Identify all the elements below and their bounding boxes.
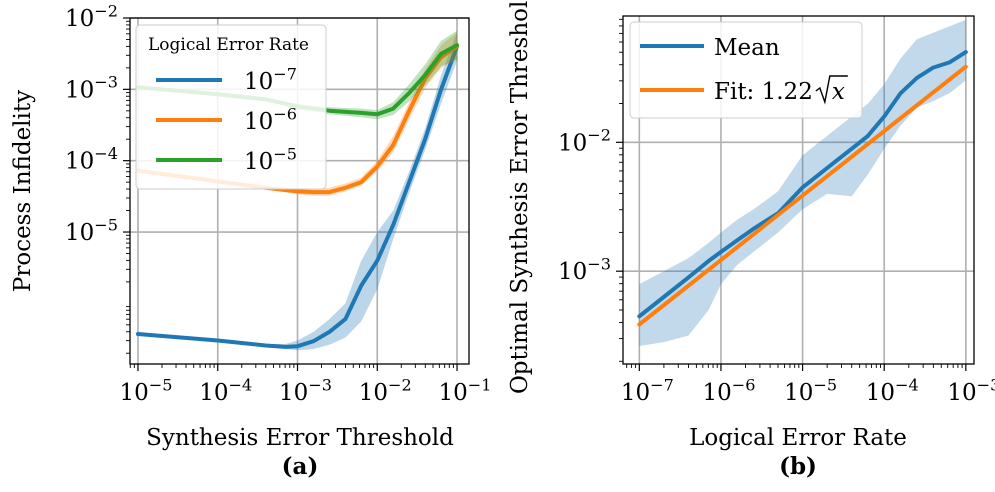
x-tick-label-exp: −5 <box>813 375 837 394</box>
legend-label-base: 10 <box>244 69 273 95</box>
legend-math: x <box>832 79 845 105</box>
y-tick-label-exp: −5 <box>94 215 118 234</box>
y-tick-label-base: 10 <box>558 259 587 285</box>
legend-box-a <box>135 24 327 190</box>
x-axis-label-a: Synthesis Error Threshold <box>146 425 454 451</box>
x-tick-label: 10−5 <box>119 375 172 406</box>
x-tick-label-base: 10 <box>359 380 388 406</box>
y-tick-label-exp: −2 <box>587 126 611 145</box>
series-line-Fit <box>637 64 968 327</box>
series-line-1e-7 <box>136 44 459 349</box>
y-axis-label-a: Process Infidelity <box>10 90 36 292</box>
legend-label-exp: −7 <box>273 64 297 83</box>
legend-label: Mean <box>714 35 780 61</box>
legend-label-exp: −5 <box>273 144 297 163</box>
legend-label: 10−5 <box>244 144 297 175</box>
x-tick-label-base: 10 <box>199 380 228 406</box>
x-tick-label-base: 10 <box>702 380 731 406</box>
ticks-b: 10−710−610−510−410−310−310−2 <box>558 18 995 406</box>
x-tick-label-exp: −1 <box>468 375 492 394</box>
x-tick-label-base: 10 <box>947 380 976 406</box>
x-tick-label-exp: −3 <box>308 375 332 394</box>
panel-label-b: (b) <box>779 453 817 480</box>
y-tick-label-exp: −2 <box>94 1 118 20</box>
x-tick-label: 10−5 <box>784 375 837 406</box>
x-tick-label-base: 10 <box>439 380 468 406</box>
series-line-Mean <box>637 50 968 319</box>
x-tick-label-exp: −4 <box>895 375 919 394</box>
legend-label: Fit: 1.22 <box>714 79 813 105</box>
legend-label-base: 10 <box>244 109 273 135</box>
y-tick-label-base: 10 <box>558 130 587 156</box>
x-tick-label: 10−1 <box>439 375 492 406</box>
x-tick-label: 10−3 <box>279 375 332 406</box>
y-tick-label-exp: −3 <box>587 255 611 274</box>
y-tick-label: 10−2 <box>65 1 118 32</box>
y-tick-label: 10−2 <box>558 126 611 157</box>
series-band-1e-7 <box>138 32 457 351</box>
x-tick-label: 10−4 <box>866 375 919 406</box>
x-tick-label-base: 10 <box>784 380 813 406</box>
x-tick-label-exp: −5 <box>149 375 173 394</box>
series-group-b <box>637 19 968 347</box>
axes-frame-a <box>129 17 470 365</box>
x-tick-label-exp: −2 <box>388 375 412 394</box>
legend-b: Mean Fit: 1.22 x <box>629 21 863 119</box>
panel-b: 10−710−610−510−410−310−310−2 Logical Err… <box>507 0 995 480</box>
x-tick-label: 10−3 <box>947 375 995 406</box>
y-tick-label: 10−5 <box>65 215 118 246</box>
y-tick-label-base: 10 <box>65 6 94 32</box>
x-tick-label-base: 10 <box>866 380 895 406</box>
panel-label-a: (a) <box>282 453 319 480</box>
y-tick-label-base: 10 <box>65 220 94 246</box>
x-tick-label-base: 10 <box>621 380 650 406</box>
y-tick-label-exp: −4 <box>94 144 118 163</box>
y-tick-label-base: 10 <box>65 149 94 175</box>
x-tick-label-base: 10 <box>119 380 148 406</box>
legend-label: 10−6 <box>244 104 297 135</box>
legend-a: Logical Error Rate 10−710−610−5 <box>135 24 327 190</box>
ticks-a: 10−5 10−4 10−3 10−2 10−110−510−410−310−2 <box>65 1 492 406</box>
x-tick-label-exp: −6 <box>732 375 756 394</box>
x-tick-label-exp: −3 <box>977 375 995 394</box>
x-tick-label-base: 10 <box>279 380 308 406</box>
x-tick-label: 10−7 <box>621 375 674 406</box>
y-axis-label-b: Optimal Synthesis Error Threshold <box>507 0 533 394</box>
y-tick-label: 10−3 <box>558 255 611 286</box>
x-tick-label: 10−6 <box>702 375 755 406</box>
sqrt-symbol <box>815 75 848 105</box>
x-tick-label-exp: −7 <box>650 375 674 394</box>
series-band-Mean <box>639 19 966 347</box>
x-tick-label: 10−2 <box>359 375 412 406</box>
legend-title-a: Logical Error Rate <box>148 35 309 55</box>
y-tick-label: 10−3 <box>65 73 118 104</box>
y-tick-label-base: 10 <box>65 77 94 103</box>
legend-label-exp: −6 <box>273 104 297 123</box>
x-tick-label: 10−4 <box>199 375 252 406</box>
y-tick-label-exp: −3 <box>94 73 118 92</box>
y-tick-label: 10−4 <box>65 144 118 175</box>
x-tick-label-exp: −4 <box>229 375 253 394</box>
legend-label-base: 10 <box>244 149 273 175</box>
legend-label: 10−7 <box>244 64 297 95</box>
x-axis-label-b: Logical Error Rate <box>689 425 907 451</box>
panel-a: 10−5 10−4 10−3 10−2 10−110−510−410−310−2 Syn… <box>10 1 492 480</box>
